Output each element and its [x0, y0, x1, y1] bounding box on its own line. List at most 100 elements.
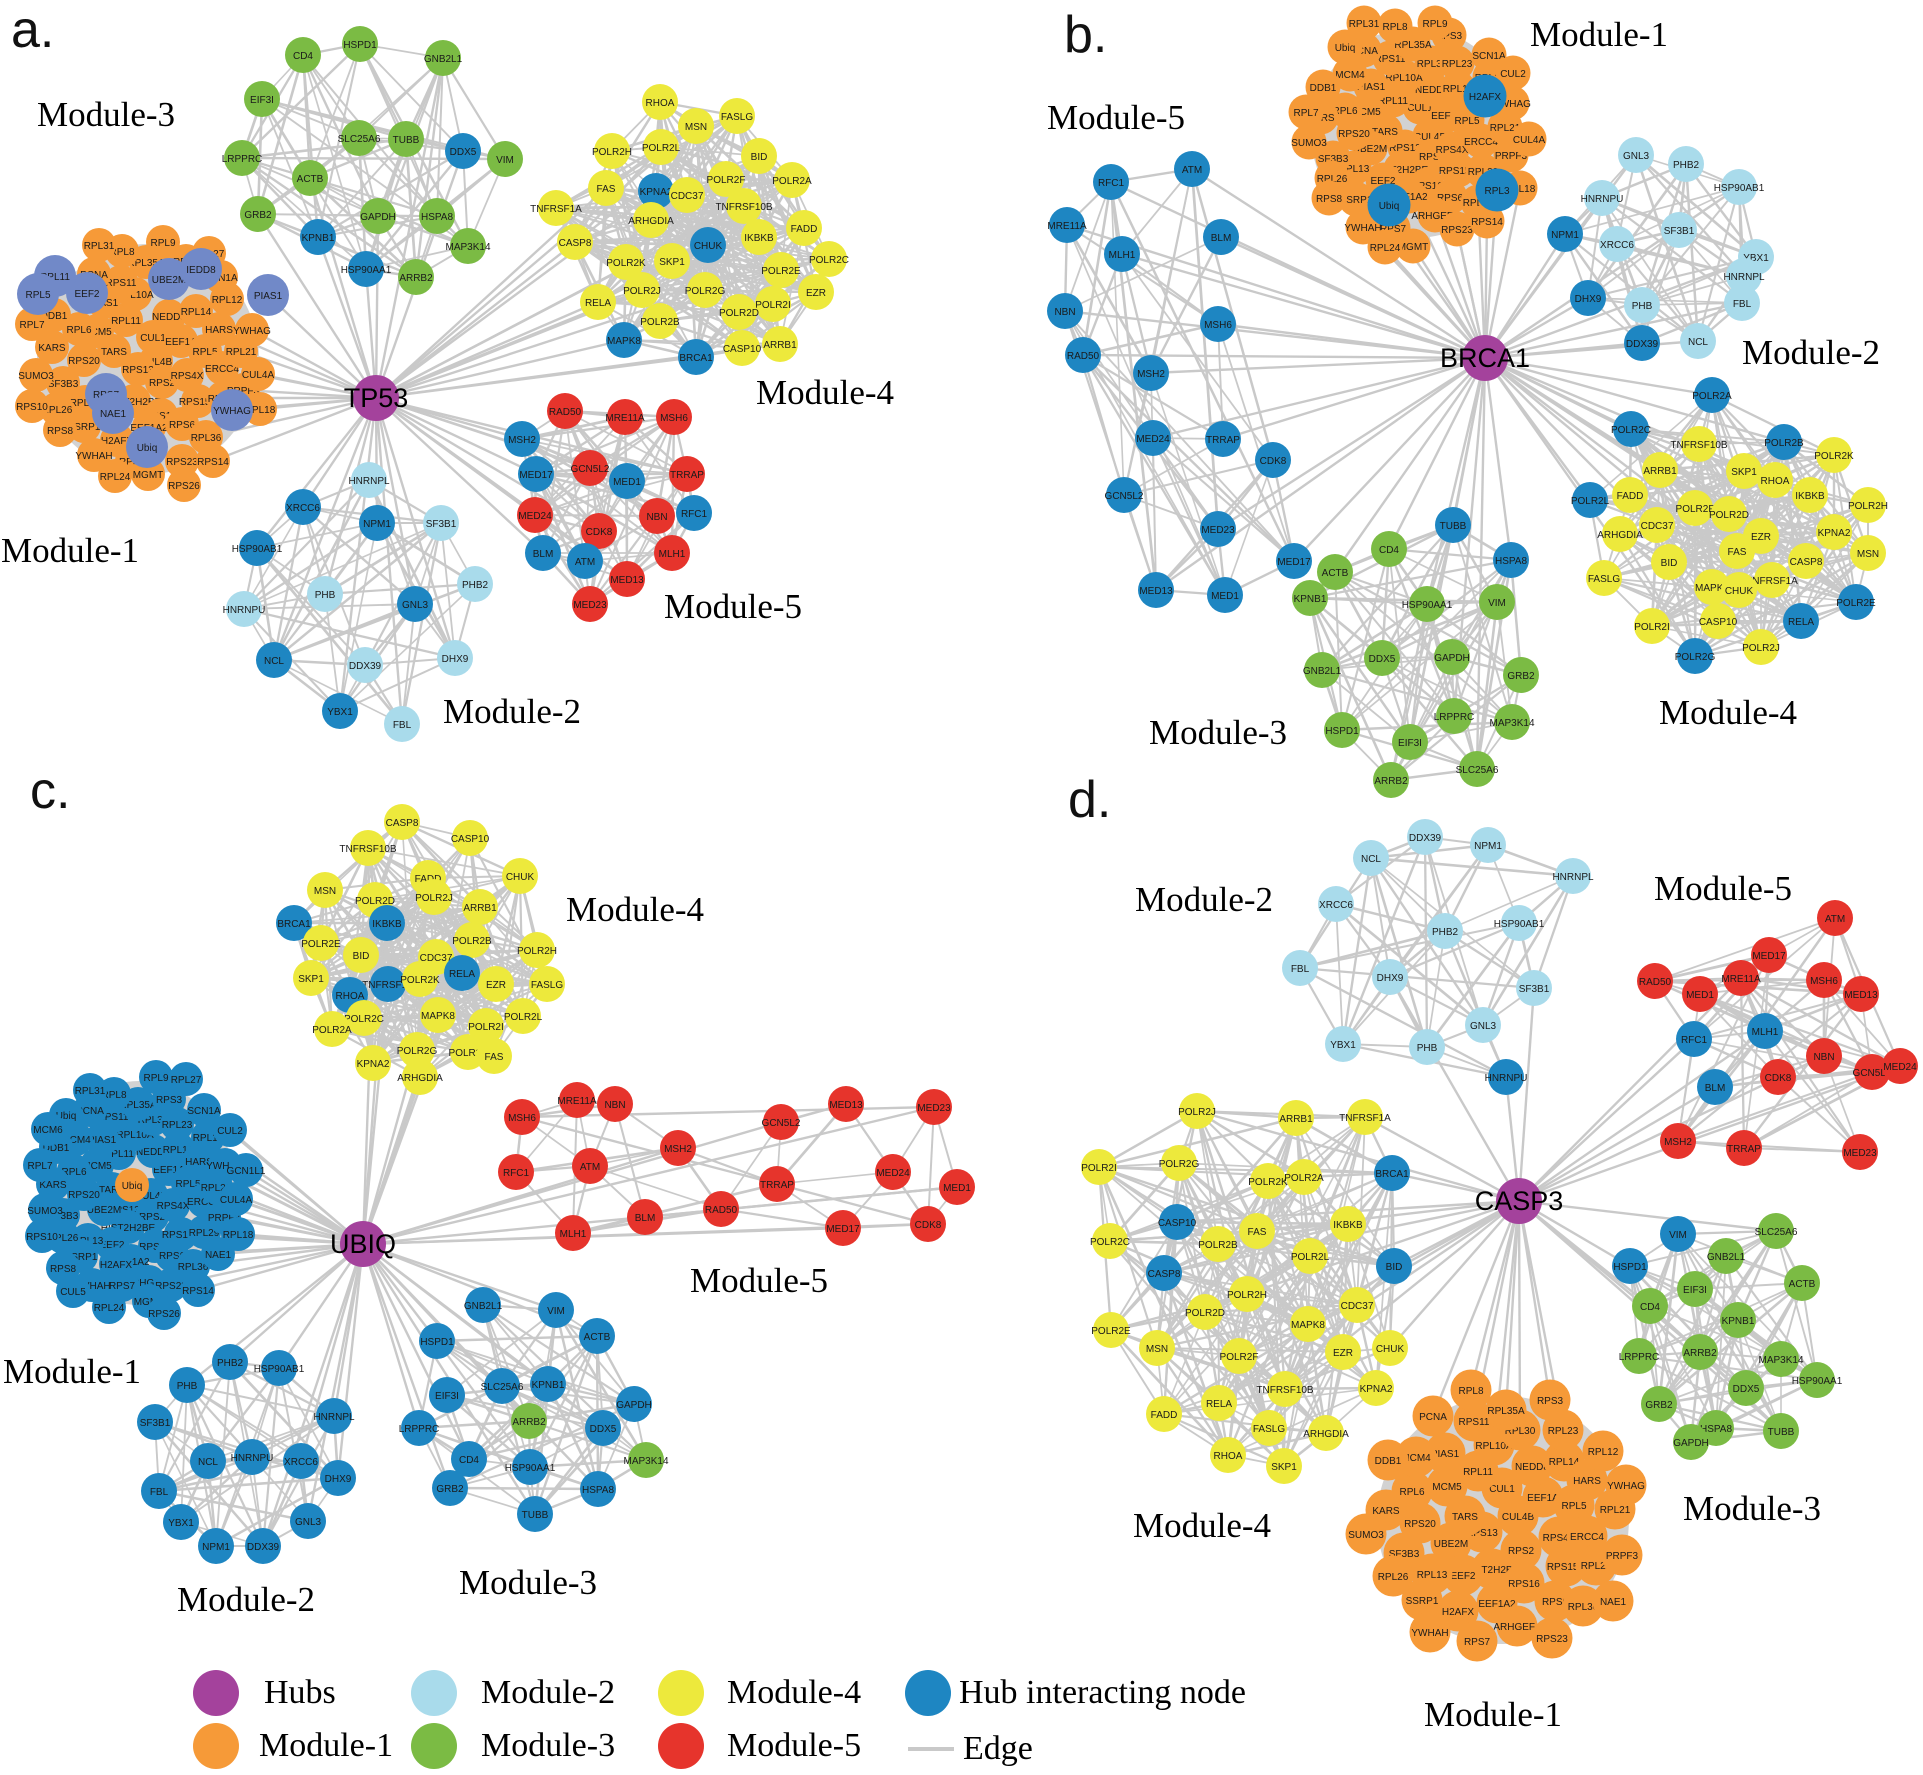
svg-text:ARRB1: ARRB1: [1279, 1114, 1313, 1125]
svg-text:NPM1: NPM1: [1551, 230, 1579, 241]
svg-text:POLR2J: POLR2J: [1742, 643, 1780, 654]
svg-text:RPL31: RPL31: [84, 241, 115, 252]
svg-text:RPL11: RPL11: [40, 272, 70, 283]
svg-text:ATM: ATM: [580, 1162, 600, 1173]
svg-text:UBE2M: UBE2M: [1353, 144, 1387, 155]
svg-text:b.: b.: [1064, 6, 1107, 64]
svg-text:YWHAG: YWHAG: [1607, 1481, 1645, 1492]
svg-text:MAP3K14: MAP3K14: [445, 242, 490, 253]
svg-text:LRPPRC: LRPPRC: [1619, 1352, 1660, 1363]
svg-text:FADD: FADD: [1617, 491, 1644, 502]
svg-text:RPS2: RPS2: [1508, 1546, 1535, 1557]
svg-text:RPS3: RPS3: [1537, 1396, 1564, 1407]
svg-text:HNRNPL: HNRNPL: [1552, 872, 1594, 883]
svg-text:RPL6: RPL6: [61, 1167, 86, 1178]
svg-text:Hub interacting node: Hub interacting node: [959, 1674, 1246, 1711]
svg-text:POLR2F: POLR2F: [449, 1048, 488, 1059]
svg-text:GRB2: GRB2: [436, 1484, 464, 1495]
svg-text:POLR2D: POLR2D: [355, 896, 395, 907]
svg-text:Module-1: Module-1: [1, 531, 139, 570]
svg-text:ARRB1: ARRB1: [1643, 466, 1677, 477]
svg-text:DDX5: DDX5: [1369, 654, 1396, 665]
svg-text:TARS: TARS: [101, 347, 127, 358]
svg-text:EEF1A: EEF1A: [165, 337, 197, 348]
svg-text:RPS6: RPS6: [1437, 193, 1464, 204]
svg-text:EEF1A: EEF1A: [1431, 111, 1463, 122]
svg-text:RPS23: RPS23: [155, 1281, 187, 1292]
svg-text:TRRAP: TRRAP: [760, 1180, 794, 1191]
svg-text:HNRNPL: HNRNPL: [348, 476, 390, 487]
svg-text:PRPF3: PRPF3: [227, 386, 260, 397]
svg-text:CUL1: CUL1: [1489, 1484, 1515, 1495]
svg-text:Ubiq: Ubiq: [137, 443, 158, 454]
svg-text:RPS15A: RPS15A: [162, 1230, 201, 1241]
svg-text:RPL29: RPL29: [1468, 167, 1499, 178]
svg-text:Module-5: Module-5: [690, 1261, 828, 1300]
svg-text:CHUK: CHUK: [506, 872, 535, 883]
svg-text:CASP3: CASP3: [1475, 1186, 1564, 1216]
svg-text:RPL31: RPL31: [1349, 19, 1380, 30]
svg-text:RPL23: RPL23: [1442, 59, 1473, 70]
svg-text:DHX9: DHX9: [442, 654, 469, 665]
svg-text:Module-4: Module-4: [756, 373, 894, 412]
svg-text:BRCA1: BRCA1: [1440, 343, 1530, 373]
svg-text:RFC1: RFC1: [681, 509, 708, 520]
svg-text:RPL6: RPL6: [66, 325, 91, 336]
svg-text:MED23: MED23: [1201, 525, 1235, 536]
svg-text:PHB: PHB: [1632, 301, 1653, 312]
svg-text:ARRB2: ARRB2: [1374, 776, 1408, 787]
svg-text:POLR2J: POLR2J: [1178, 1107, 1216, 1118]
svg-text:MED17: MED17: [519, 470, 553, 481]
svg-text:TNFRSF10B: TNFRSF10B: [339, 844, 397, 855]
svg-text:SLC25A6: SLC25A6: [1456, 765, 1499, 776]
svg-text:RPS4X: RPS4X: [157, 1201, 190, 1212]
svg-text:YBX1: YBX1: [168, 1518, 194, 1529]
svg-text:ERCC4: ERCC4: [1570, 1532, 1604, 1543]
svg-text:FBL: FBL: [1733, 299, 1752, 310]
svg-text:SSRP1: SSRP1: [1406, 1596, 1439, 1607]
svg-text:RPL26: RPL26: [1317, 174, 1348, 185]
svg-text:UBE2M: UBE2M: [152, 275, 186, 286]
svg-text:KPNB1: KPNB1: [1294, 594, 1327, 605]
svg-text:MAPK8: MAPK8: [421, 1011, 455, 1022]
svg-text:RPL11: RPL11: [104, 1149, 134, 1160]
svg-text:MSH6: MSH6: [1810, 976, 1838, 987]
svg-text:RPL21: RPL21: [1600, 1505, 1631, 1516]
svg-text:BID: BID: [751, 152, 768, 163]
svg-text:DDB1: DDB1: [41, 311, 68, 322]
svg-text:FADD: FADD: [1151, 1410, 1178, 1421]
svg-text:NCL: NCL: [198, 1457, 218, 1468]
svg-text:KPNA2: KPNA2: [640, 187, 673, 198]
svg-text:POLR2H: POLR2H: [1848, 501, 1888, 512]
svg-text:ARRB1: ARRB1: [463, 903, 497, 914]
svg-text:FBL: FBL: [393, 720, 412, 731]
svg-text:MED1: MED1: [1686, 990, 1714, 1001]
svg-text:RPL9: RPL9: [1422, 19, 1447, 30]
svg-text:POLR2B: POLR2B: [452, 936, 492, 947]
svg-text:MRE11A: MRE11A: [1721, 974, 1761, 985]
svg-text:HSPD1: HSPD1: [1613, 1262, 1647, 1273]
svg-text:POLR2H: POLR2H: [1227, 1290, 1267, 1301]
svg-text:GAPDH: GAPDH: [1434, 653, 1470, 664]
svg-text:PHB2: PHB2: [217, 1358, 244, 1369]
svg-text:RPS6: RPS6: [159, 1251, 186, 1262]
svg-text:SCN1A: SCN1A: [204, 273, 238, 284]
svg-text:RAD50: RAD50: [1067, 351, 1100, 362]
svg-text:RPL6: RPL6: [1399, 1487, 1424, 1498]
svg-text:PCNA: PCNA: [1419, 1412, 1447, 1423]
svg-text:NCL: NCL: [1361, 854, 1381, 865]
svg-text:CDC37: CDC37: [420, 953, 453, 964]
svg-text:GNL3: GNL3: [402, 600, 429, 611]
svg-text:MLH1: MLH1: [1109, 250, 1136, 261]
svg-text:CASP10: CASP10: [451, 834, 490, 845]
svg-text:EEF2: EEF2: [99, 1240, 124, 1251]
svg-text:PCNA: PCNA: [76, 1106, 104, 1117]
svg-text:ACTB: ACTB: [1322, 568, 1349, 579]
svg-text:RELA: RELA: [1788, 617, 1814, 628]
svg-text:RPS6: RPS6: [169, 420, 196, 431]
svg-text:ARHGDIA: ARHGDIA: [1303, 1429, 1349, 1440]
svg-text:RAD50: RAD50: [1639, 977, 1672, 988]
svg-text:POLR2B: POLR2B: [1198, 1240, 1238, 1251]
svg-text:MRE11A: MRE11A: [557, 1096, 597, 1107]
svg-text:RPS3: RPS3: [1436, 31, 1463, 42]
